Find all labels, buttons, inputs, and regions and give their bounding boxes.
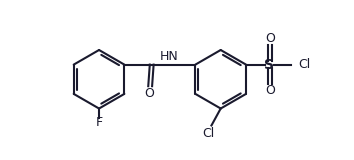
Text: Cl: Cl	[298, 58, 311, 71]
Text: Cl: Cl	[202, 127, 215, 140]
Text: O: O	[144, 87, 154, 100]
Text: S: S	[264, 58, 274, 72]
Text: HN: HN	[159, 50, 178, 63]
Text: O: O	[265, 84, 275, 97]
Text: F: F	[96, 116, 103, 129]
Text: O: O	[265, 32, 275, 45]
